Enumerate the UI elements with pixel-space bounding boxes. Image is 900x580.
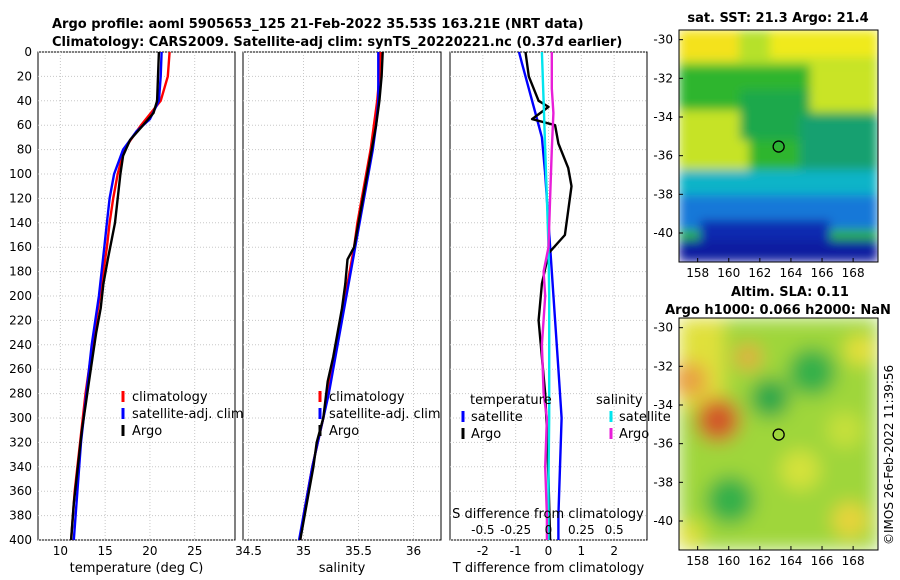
y-tick-label: 100: [9, 167, 32, 181]
diff-x-label: T difference from climatology: [452, 561, 645, 576]
sal-series-line: [299, 51, 384, 541]
y-tick-label: 200: [9, 289, 32, 303]
diff-secondary-tick-label: 0.5: [605, 523, 624, 537]
y-tick-label: 0: [24, 45, 32, 59]
diff-x-tick-label: 0: [545, 544, 553, 558]
diff-secondary-tick-label: 0: [545, 523, 553, 537]
temp-series-line: [69, 51, 161, 541]
legend-label: climatology: [132, 390, 208, 405]
diff-x-tick-label: -1: [510, 544, 522, 558]
sla-map-title-line1: Altim. SLA: 0.11: [731, 285, 849, 300]
legend-label: satellite: [471, 410, 523, 425]
sla-field: [679, 318, 878, 550]
map-x-tick-label: 166: [811, 266, 834, 280]
y-tick-label: 60: [17, 118, 32, 132]
map-x-tick-label: 168: [842, 266, 865, 280]
map-x-tick-label: 166: [811, 554, 834, 568]
y-tick-label: 80: [17, 143, 32, 157]
map-x-tick-label: 162: [748, 266, 771, 280]
map-x-tick-label: 168: [842, 554, 865, 568]
y-tick-label: 20: [17, 69, 32, 83]
map-x-tick-label: 158: [686, 266, 709, 280]
y-tick-label: 340: [9, 460, 32, 474]
legend-label: Argo: [329, 424, 359, 439]
diff-secondary-tick-label: 0.25: [568, 523, 595, 537]
map-y-tick-label: -36: [653, 437, 673, 451]
temp-x-tick-label: 25: [187, 544, 202, 558]
sla-map-title-line2: Argo h1000: 0.066 h2000: NaN: [665, 303, 891, 318]
argo-position-marker: [772, 428, 785, 441]
y-tick-label: 160: [9, 240, 32, 254]
diff-series-line: [540, 52, 555, 540]
map-y-tick-label: -32: [653, 71, 673, 85]
legend-label: Argo: [471, 427, 501, 442]
sst-map: [678, 29, 879, 263]
map-y-tick-label: -36: [653, 149, 673, 163]
y-tick-label: 140: [9, 216, 32, 230]
sst-field: [679, 30, 878, 262]
diff-secondary-tick-label: -0.5: [471, 523, 494, 537]
diff-x-tick-label: 1: [578, 544, 586, 558]
diff-secondary-tick-label: -0.25: [500, 523, 531, 537]
y-tick-label: 120: [9, 191, 32, 205]
diff-series-line: [524, 51, 573, 541]
timestamp-label: ©IMOS 26-Feb-2022 11:39:56: [882, 365, 896, 545]
sla-map: [678, 317, 879, 551]
map-x-tick-label: 160: [717, 266, 740, 280]
sal-x-tick-label: 35: [296, 544, 311, 558]
legend-label: satellite-adj. clim: [329, 407, 441, 422]
diff-secondary-axis-label: S difference from climatology: [452, 507, 644, 522]
legend-label: satellite: [619, 410, 671, 425]
sal-x-tick-label: 36: [406, 544, 421, 558]
map-y-tick-label: -38: [653, 187, 673, 201]
map-y-tick-label: -38: [653, 475, 673, 489]
temp-axes-frame: [37, 51, 236, 541]
map-x-tick-label: 158: [686, 554, 709, 568]
sal-x-tick-label: 35.5: [345, 544, 372, 558]
legend-title-salinity: salinity: [596, 393, 643, 408]
figure-title-line1: Argo profile: aoml 5905653_125 21-Feb-20…: [52, 17, 584, 32]
y-tick-label: 220: [9, 313, 32, 327]
sst-map-title: sat. SST: 21.3 Argo: 21.4: [687, 11, 868, 26]
map-y-tick-label: -34: [653, 398, 673, 412]
y-tick-label: 360: [9, 484, 32, 498]
map-y-tick-label: -40: [653, 226, 673, 240]
sal-x-tick-label: 34.5: [235, 544, 262, 558]
map-y-tick-label: -34: [653, 110, 673, 124]
y-tick-label: 180: [9, 265, 32, 279]
diff-series-line: [540, 51, 551, 540]
legend-label: Argo: [619, 427, 649, 442]
map-y-tick-label: -30: [653, 33, 673, 47]
diff-x-tick-label: -2: [477, 544, 489, 558]
legend-label: satellite-adj. clim: [132, 407, 244, 422]
map-y-tick-label: -32: [653, 359, 673, 373]
temp-x-label: temperature (deg C): [70, 561, 204, 576]
map-x-tick-label: 162: [748, 554, 771, 568]
map-x-tick-label: 164: [779, 554, 802, 568]
map-y-tick-label: -40: [653, 514, 673, 528]
temp-x-tick-label: 20: [142, 544, 157, 558]
map-y-tick-label: -30: [653, 321, 673, 335]
y-tick-label: 280: [9, 387, 32, 401]
y-tick-label: 40: [17, 94, 32, 108]
y-tick-label: 300: [9, 411, 32, 425]
y-tick-label: 240: [9, 338, 32, 352]
temp-x-tick-label: 10: [53, 544, 68, 558]
map-x-tick-label: 164: [779, 266, 802, 280]
y-tick-label: 320: [9, 435, 32, 449]
legend-label: climatology: [329, 390, 405, 405]
map-x-tick-label: 160: [717, 554, 740, 568]
legend-label: Argo: [132, 424, 162, 439]
y-tick-label: 400: [9, 533, 32, 547]
legend-title-temperature: temperature: [470, 393, 552, 408]
temp-x-tick-label: 15: [98, 544, 113, 558]
argo-position-marker: [772, 140, 785, 153]
diff-x-tick-label: 2: [610, 544, 618, 558]
diff-series-line: [517, 51, 563, 540]
y-tick-label: 260: [9, 362, 32, 376]
figure-title-line2: Climatology: CARS2009. Satellite-adj cli…: [52, 35, 622, 50]
y-tick-label: 380: [9, 509, 32, 523]
sal-x-label: salinity: [319, 561, 366, 576]
